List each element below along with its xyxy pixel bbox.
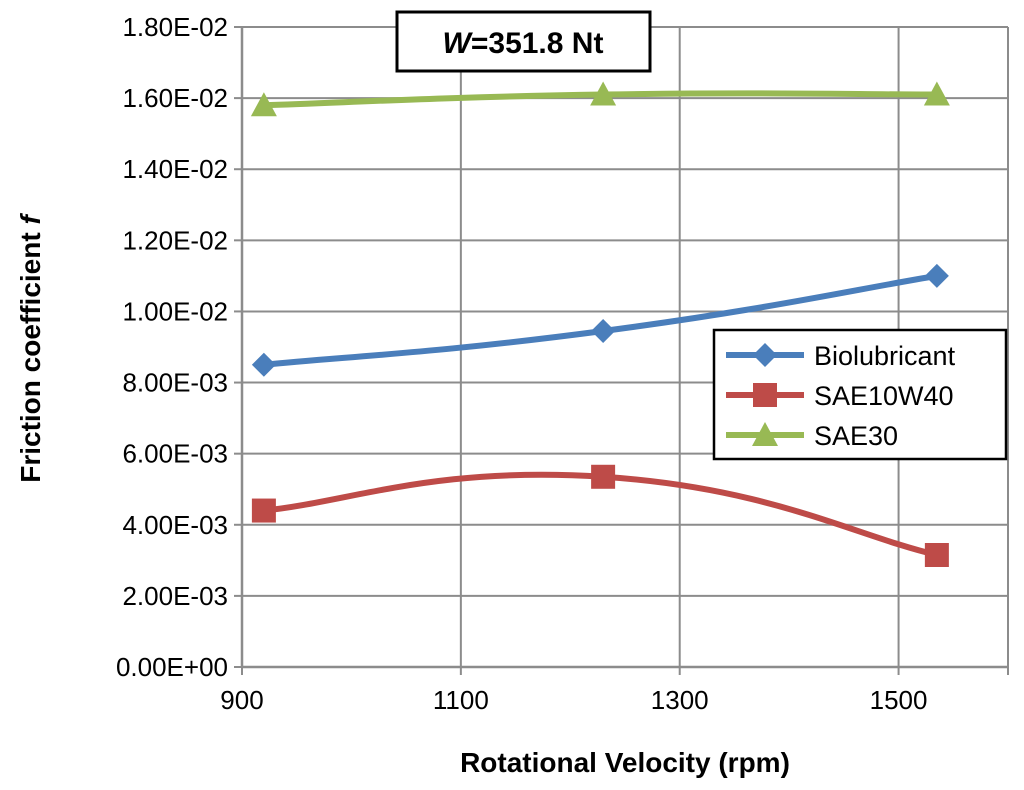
y-axis-title-text: Friction coefficient	[15, 225, 46, 483]
load-annotation: W=351.8 Nt	[395, 10, 652, 73]
legend-items: Biolubricant SAE10W40 SAE30	[726, 341, 956, 451]
legend-marker-biolubricant	[753, 343, 777, 367]
y-tick-label: 4.00E-03	[122, 510, 228, 540]
legend-label-sae30: SAE30	[814, 421, 898, 451]
y-tick-label: 1.00E-02	[122, 296, 228, 326]
series-biolubricant	[251, 263, 949, 377]
x-tick-label: 1500	[870, 685, 928, 715]
x-tick-label: 1300	[651, 685, 709, 715]
legend-label-biolubricant: Biolubricant	[814, 341, 956, 371]
legend-item-sae30: SAE30	[726, 421, 898, 451]
x-tick-label: 900	[220, 685, 263, 715]
legend-marker-sae30	[752, 422, 778, 446]
data-point-sae30	[923, 81, 950, 106]
load-annotation-symbol: W	[443, 27, 474, 60]
data-point-sae30	[590, 81, 617, 106]
series-sae30	[250, 81, 950, 117]
x-tick-label: 1100	[433, 685, 489, 715]
y-tick-label: 8.00E-03	[122, 368, 228, 398]
y-axis-title-symbol: f	[15, 213, 46, 225]
axes	[234, 26, 1009, 675]
tick-labels: 0.00E+00 2.00E-03 4.00E-03 6.00E-03 8.00E-03…	[116, 12, 928, 715]
series-sae10w40	[251, 464, 949, 567]
data-point-sae10w40	[591, 464, 616, 489]
x-axis-title: Rotational Velocity (rpm)	[460, 747, 790, 778]
legend: Biolubricant SAE10W40 SAE30	[712, 328, 1008, 461]
y-tick-label: 1.20E-02	[122, 225, 228, 255]
data-series	[250, 81, 950, 567]
y-axis-title: Friction coefficient f	[15, 213, 46, 483]
y-tick-label: 6.00E-03	[122, 439, 228, 469]
load-annotation-box	[395, 10, 652, 73]
y-tick-label: 0.00E+00	[116, 652, 228, 682]
data-point-biolubricant	[924, 263, 949, 288]
legend-marker-sae10w40	[753, 383, 777, 407]
legend-item-sae10w40: SAE10W40	[726, 381, 954, 411]
data-point-biolubricant	[591, 319, 616, 343]
load-annotation-value: =351.8 Nt	[471, 27, 604, 60]
data-point-biolubricant	[251, 352, 276, 377]
y-tick-label: 1.80E-02	[122, 12, 228, 42]
legend-item-biolubricant: Biolubricant	[726, 341, 956, 371]
legend-label-sae10w40: SAE10W40	[814, 381, 954, 411]
data-point-sae10w40	[924, 543, 949, 567]
y-tick-label: 1.60E-02	[122, 83, 228, 113]
gridlines	[242, 26, 1009, 667]
y-tick-label: 2.00E-03	[122, 581, 228, 611]
y-tick-label: 1.40E-02	[122, 154, 228, 184]
data-point-sae10w40	[251, 498, 276, 523]
load-annotation-text: W=351.8 Nt	[443, 27, 604, 60]
data-point-sae30	[250, 92, 277, 117]
